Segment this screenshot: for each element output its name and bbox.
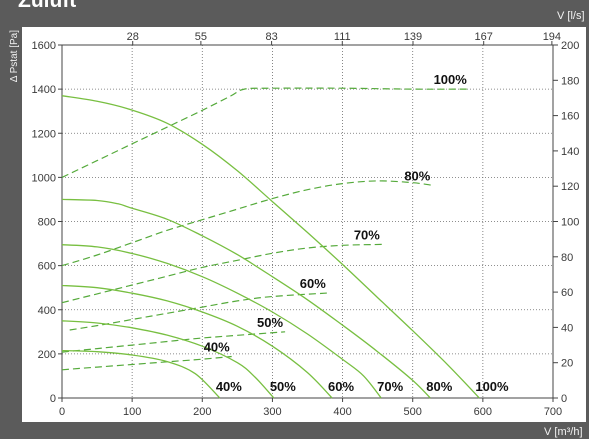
power-curve-label-50-percent: 50%: [257, 315, 283, 330]
power-curve-label-70-percent: 70%: [354, 227, 380, 242]
y-tick-label: 1200: [32, 128, 56, 140]
pressure-curve-label-60-percent: 60%: [328, 379, 354, 394]
y-tick-label: 200: [38, 349, 56, 361]
y-tick-label: 0: [50, 393, 56, 405]
y2-tick-label: 0: [561, 393, 567, 405]
x2-tick-label: 139: [404, 31, 422, 43]
pressure-curve-label-80-percent: 80%: [426, 379, 452, 394]
y2-tick-label: 180: [561, 75, 579, 87]
y2-tick-label: 160: [561, 111, 579, 123]
chart-title: Zuluft: [18, 0, 77, 12]
y-tick-label: 600: [38, 261, 56, 273]
power-curve-40-percent: [61, 355, 232, 371]
pressure-curve-40-percent: [61, 349, 221, 399]
y2-tick-label: 60: [561, 287, 573, 299]
y-tick-label: 1600: [32, 40, 56, 52]
curve-labels: 100% 80% 70% 60% 50% 40% 100% 80% 70% 60% 50% 40%: [204, 72, 509, 394]
x-tick-label: 700: [544, 406, 562, 418]
y-tick-label: 1000: [32, 172, 56, 184]
power-curve-label-100-percent: 100%: [434, 72, 468, 87]
y2-tick-label: 20: [561, 358, 573, 370]
pressure-curve-100-percent: [61, 95, 480, 399]
x2-tick-label: 111: [334, 31, 351, 43]
x2-tick-label: 83: [265, 31, 277, 43]
x-tick-label: 100: [123, 406, 141, 418]
pressure-curves: [61, 95, 480, 399]
power-curve-label-60-percent: 60%: [300, 276, 326, 291]
y2-tick-label: 80: [561, 252, 573, 264]
x-tick-label: 300: [263, 406, 281, 418]
pressure-curve-70-percent: [61, 244, 382, 399]
pressure-curve-label-40-percent: 40%: [216, 379, 242, 394]
y-axis-label: Δ Pstat [Pa]: [9, 30, 20, 82]
y2-tick-label: 100: [561, 217, 579, 229]
pressure-curve-50-percent: [61, 320, 275, 399]
y-tick-label: 1400: [32, 84, 56, 96]
x2-tick-label: 194: [543, 31, 561, 43]
grid: [62, 45, 553, 398]
power-curve-label-80-percent: 80%: [404, 168, 430, 183]
power-curve-100-percent: [61, 87, 469, 178]
x-tick-label: 500: [404, 406, 422, 418]
x2-tick-label: 55: [195, 31, 207, 43]
x-tick-label: 400: [333, 406, 351, 418]
y2-tick-label: 200: [561, 40, 579, 52]
x-tick-label: 600: [474, 406, 492, 418]
power-curve-60-percent: [69, 292, 328, 331]
y2-tick-label: 120: [561, 181, 579, 193]
pressure-curve-60-percent: [61, 284, 333, 399]
pressure-curve-label-100-percent: 100%: [475, 379, 509, 394]
pressure-curve-label-50-percent: 50%: [270, 379, 296, 394]
pressure-curve-label-70-percent: 70%: [377, 379, 403, 394]
chart-panel: [22, 27, 586, 422]
power-curve-70-percent: [61, 243, 382, 304]
y2-tick-label: 40: [561, 322, 573, 334]
y2-tick-label: 140: [561, 146, 579, 158]
y-tick-label: 400: [38, 305, 56, 317]
x2-tick-label: 167: [475, 31, 493, 43]
power-curve-label-40-percent: 40%: [204, 340, 230, 355]
x-tick-label: 200: [193, 406, 211, 418]
axes: 0200400600800100012001400160002040608010…: [32, 31, 580, 418]
x-tick-label: 0: [59, 406, 65, 418]
x-axis-label: V [m³/h]: [544, 426, 583, 438]
x2-axis-label: V [l/s]: [557, 10, 585, 22]
y-tick-label: 800: [38, 217, 56, 229]
power-curves: [61, 87, 469, 371]
pressure-curve-80-percent: [61, 198, 431, 399]
power-curve-80-percent: [61, 180, 433, 267]
x2-tick-label: 28: [127, 31, 139, 43]
power-curve-50-percent: [61, 331, 286, 353]
